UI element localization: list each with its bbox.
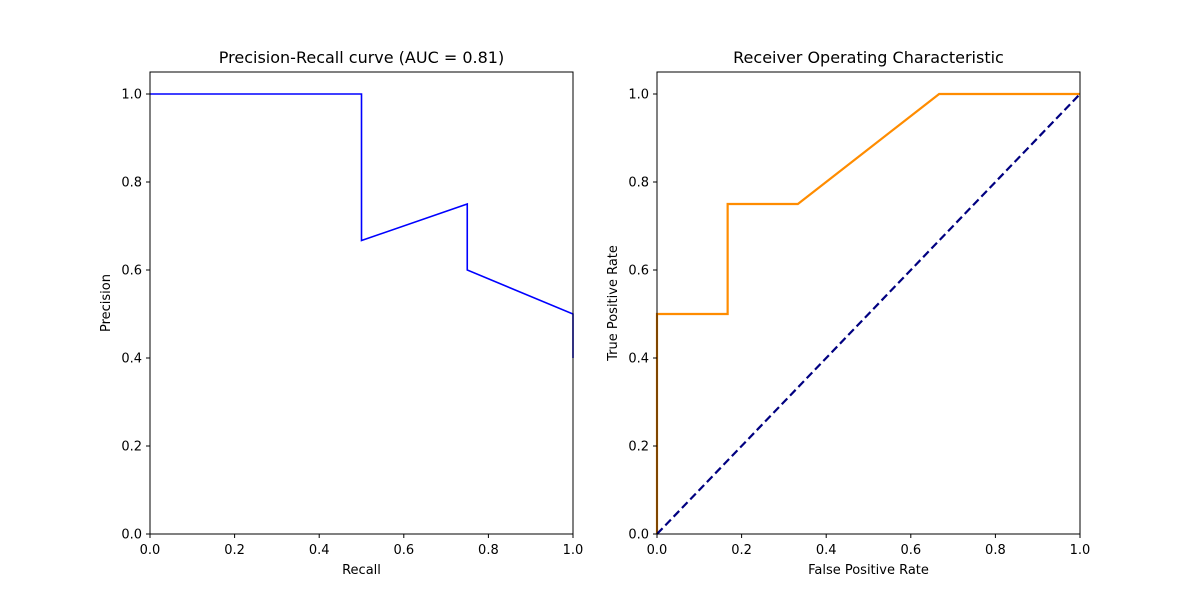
x-tick-label: 0.8 <box>985 543 1006 558</box>
x-tick-label: 0.8 <box>478 543 499 558</box>
axes-frame <box>149 71 574 535</box>
y-axis-label: Precision <box>99 274 114 332</box>
x-tick-label: 0.4 <box>309 543 330 558</box>
y-tick-label: 0.4 <box>121 352 142 367</box>
y-tick-label: 0.4 <box>628 352 649 367</box>
x-tick-label: 0.4 <box>816 543 837 558</box>
y-tick-label: 0.2 <box>121 440 142 455</box>
x-tick-label: 0.0 <box>647 543 668 558</box>
axes-frame <box>656 71 1081 535</box>
x-tick-label: 1.0 <box>1070 543 1091 558</box>
x-tick-label: 0.6 <box>900 543 921 558</box>
y-tick-label: 1.0 <box>121 88 142 103</box>
y-tick-label: 0.6 <box>628 264 649 279</box>
y-tick-label: 0.6 <box>121 264 142 279</box>
x-tick-label: 0.2 <box>224 543 245 558</box>
x-tick-label: 0.2 <box>731 543 752 558</box>
y-axis-label: True Positive Rate <box>606 245 621 362</box>
y-tick-label: 0.0 <box>628 528 649 543</box>
chart-title: Precision-Recall curve (AUC = 0.81) <box>219 48 504 67</box>
series-line-2 <box>656 93 1081 535</box>
x-axis-label: False Positive Rate <box>808 563 929 578</box>
chart-title: Receiver Operating Characteristic <box>733 48 1004 67</box>
x-tick-label: 1.0 <box>563 543 584 558</box>
chart-panel-1: 0.0 0.2 0.4 0.6 0.8 1.0 0.0 0.2 0.4 0.6 0.8 1.0 Prec… <box>99 48 583 578</box>
y-tick-label: 1.0 <box>628 88 649 103</box>
chart-panel-2: 0.0 0.2 0.4 0.6 0.8 1.0 0.0 0.2 0.4 0.6 0.8 1.0 Rece… <box>606 48 1090 578</box>
x-axis-label: Recall <box>342 563 381 578</box>
y-tick-label: 0.8 <box>121 176 142 191</box>
y-tick-label: 0.8 <box>628 176 649 191</box>
x-tick-label: 0.0 <box>140 543 161 558</box>
y-tick-label: 0.0 <box>121 528 142 543</box>
y-tick-label: 0.2 <box>628 440 649 455</box>
chart-panels: 0.0 0.2 0.4 0.6 0.8 1.0 0.0 0.2 0.4 0.6 0.8 1.0 Prec… <box>99 48 1090 578</box>
x-tick-label: 0.6 <box>393 543 414 558</box>
